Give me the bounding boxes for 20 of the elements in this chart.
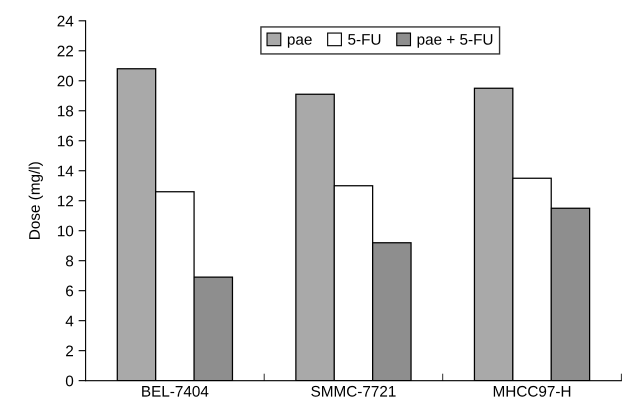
y-tick-label: 0	[66, 376, 74, 386]
y-tick-label: 8	[66, 256, 74, 266]
y-tick-label: 12	[58, 196, 74, 206]
y-tick-label: 24	[58, 16, 74, 26]
legend-label: 5-FU	[348, 34, 380, 45]
legend-label: pae + 5-FU	[418, 34, 492, 48]
y-tick-label: 14	[58, 166, 74, 176]
y-tick-label: 18	[58, 106, 74, 116]
y-tick-label: 6	[66, 286, 74, 296]
y-tick-label: 20	[58, 76, 74, 86]
y-tick-label: 16	[58, 136, 74, 146]
x-tick-label: BEL-7404	[142, 386, 208, 397]
y-tick-label: 4	[66, 316, 74, 326]
y-axis-title: Dose (mg/l)	[28, 162, 43, 239]
legend-label: pae	[288, 36, 312, 48]
x-tick-label: SMMC-7721	[311, 386, 396, 397]
y-tick-label: 22	[58, 46, 74, 56]
y-tick-label: 2	[66, 346, 74, 356]
x-tick-label: MHCC97-H	[494, 386, 570, 397]
y-tick-label: 10	[58, 226, 74, 236]
